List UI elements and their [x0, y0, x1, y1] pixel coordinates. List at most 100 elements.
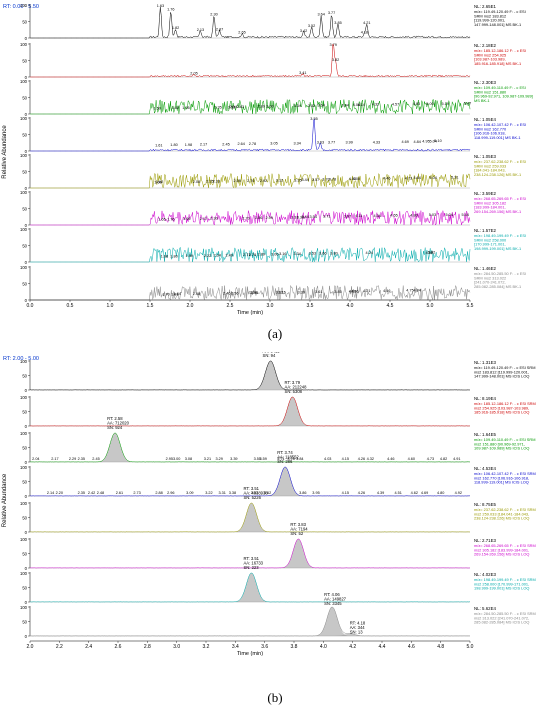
peak-rt-label: 2.20: [56, 491, 63, 495]
x-tick-label: 4.5: [387, 303, 394, 309]
peak-rt-label: 3.59: [260, 457, 267, 461]
y-tick-label: 100: [20, 265, 28, 270]
peak-rt-label: 3.00: [173, 457, 180, 461]
y-tick-label: 0: [25, 530, 28, 535]
peak-rt-label: 2.42: [88, 491, 95, 495]
trace-line: [30, 99, 471, 115]
peak-rt-label: 2.14: [47, 491, 54, 495]
trace-description: 269.154-269.156] MS BK-1: [474, 209, 521, 214]
peak-rt-label: 3.79: [330, 43, 337, 47]
peak-rt-label: 3.64: [318, 104, 325, 108]
peak-annotation: AA: 344: [350, 625, 366, 630]
peak-annotation: AA: 118552: [277, 455, 299, 460]
trace-description: m/z= 268.65-269.65 F: - c ESI: [474, 196, 526, 201]
peak-rt-label: 2.05: [190, 71, 197, 75]
y-tick-label: 50: [22, 479, 27, 484]
trace-description: ms2 313.022 [241.070-241.072,: [474, 615, 529, 620]
peak-rt-label: 4.92: [455, 491, 462, 495]
peak-rt-label: 1.81: [171, 292, 178, 296]
peak-rt-label: 2.48: [97, 491, 104, 495]
trace-description: m/z= 237.62-238.62 F: - c ESI SRM: [474, 507, 536, 512]
peak-rt-label: 2.45: [92, 457, 99, 461]
trace-nl-label: NL: 1.31E3: [474, 360, 497, 365]
peak-rt-label: 1.76: [167, 217, 174, 221]
peak-rt-label: 1.82: [172, 106, 179, 110]
y-tick-label: 50: [22, 243, 27, 248]
peak-rt-label: 1.80: [170, 143, 177, 147]
peak-rt-label: 5.19: [442, 102, 449, 106]
peak-rt-label: 4.73: [427, 457, 434, 461]
peak-rt-label: 2.29: [69, 457, 76, 461]
peak-annotation: AA: 3415: [263, 352, 281, 354]
peak-area: [334, 633, 366, 636]
trace-description: 147.999-148.001] MS ICIS LOQ: [474, 374, 529, 379]
y-tick-label: 50: [22, 515, 27, 520]
peak-rt-label: 2.95: [166, 457, 173, 461]
trace-line: [30, 502, 471, 533]
x-tick-label: 2.8: [144, 644, 151, 650]
peak-rt-label: 3.12: [276, 179, 283, 183]
x-tick-label: 5.0: [427, 303, 434, 309]
peak-rt-label: 2.08: [193, 292, 200, 296]
peak-rt-label: 2.52: [228, 105, 235, 109]
peak-rt-label: 3.85: [334, 21, 341, 25]
trace-description: [103.987-103.989,: [474, 57, 506, 62]
y-tick-label: 100: [20, 431, 28, 436]
y-tick-label: 0: [25, 186, 28, 191]
peak-rt-label: 5.04: [430, 139, 437, 143]
peak-rt-label: 2.35: [78, 491, 85, 495]
x-tick-label: 4.0: [320, 644, 327, 650]
y-tick-label: 0: [25, 600, 28, 605]
peak-rt-label: 4.84: [414, 288, 421, 292]
peak-rt-label: 5.31: [451, 176, 458, 180]
peak-rt-label: 4.57: [392, 102, 399, 106]
x-tick-label: 4.0: [347, 303, 354, 309]
trace-nl-label: NL: 4.02E3: [474, 572, 497, 577]
peak-rt-label: 4.08: [353, 177, 360, 181]
x-tick-label: 3.0: [173, 644, 180, 650]
peak-rt-label: 3.09: [186, 491, 193, 495]
peak-rt-label: 3.29: [216, 457, 223, 461]
peak-rt-label: 2.64: [238, 142, 245, 146]
peak-rt-label: 3.62: [264, 491, 271, 495]
peak-rt-label: 3.44: [302, 215, 309, 219]
peak-rt-label: 3.57: [312, 178, 319, 182]
peak-rt-label: 1.60: [154, 180, 161, 184]
y-tick-label: 0: [25, 634, 28, 639]
peak-rt-label: 4.51: [394, 491, 401, 495]
peak-rt-label: 2.17: [51, 457, 58, 461]
trace-description: MS BK-1: [474, 98, 490, 103]
trace-description: ms2 305.182 [183.999-184.001,: [474, 547, 529, 552]
peak-rt-label: 1.84: [174, 292, 181, 296]
peak-rt-label: 5.04: [430, 176, 437, 180]
peak-area: [283, 539, 314, 568]
peak-rt-label: 3.22: [205, 491, 212, 495]
peak-rt-label: 1.70: [162, 293, 169, 297]
peak-rt-label: 4.84: [414, 176, 421, 180]
trace-line: [30, 606, 470, 637]
peak-rt-label: 1.95: [182, 106, 189, 110]
trace-description: 118.999-119.001] MS BK-1: [474, 135, 521, 140]
peak-rt-label: 4.32: [367, 457, 374, 461]
peak-rt-label: 2.89: [258, 105, 265, 109]
trace-description: SRM ms2 162.770: [474, 126, 507, 131]
peak-rt-label: 3.06: [271, 252, 278, 256]
peak-rt-label: 2.08: [193, 180, 200, 184]
y-tick-label: 100: [20, 465, 28, 470]
trace-nl-label: NL: 1.05E4: [474, 117, 497, 122]
trace-description: ms2 183.812 [119.999-120.001,: [474, 369, 529, 374]
peak-rt-label: 3.77: [328, 11, 335, 15]
x-tick-label: 0.5: [67, 303, 74, 309]
y-tick-label: 50: [22, 551, 27, 556]
trace-description: m/z= 106.42-107.42 F: - c ESI SRM: [474, 471, 536, 476]
peak-rt-label: 3.94: [342, 103, 349, 107]
peak-rt-label: 4.46: [387, 457, 394, 461]
peak-rt-label: 4.21: [363, 21, 370, 25]
y-tick-label: 0: [25, 424, 28, 429]
peak-rt-label: 3.95: [312, 491, 319, 495]
peak-rt-label: 3.99: [346, 140, 353, 144]
peak-rt-label: 3.61: [315, 290, 322, 294]
trace-description: 185.916-185.918] MS ICIS LOQ: [474, 410, 529, 415]
peak-annotation: SN: 223: [243, 565, 259, 570]
peak-rt-label: 4.03: [349, 177, 356, 181]
